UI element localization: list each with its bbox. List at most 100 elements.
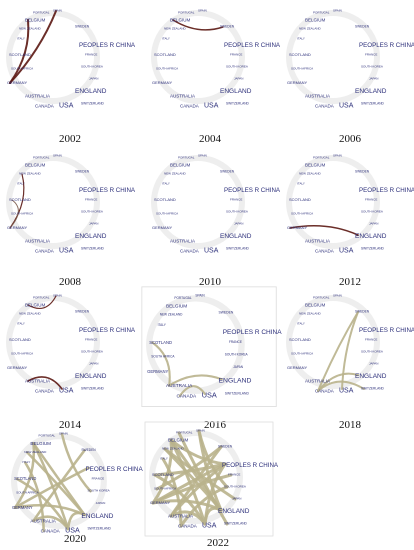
country-label: SCOTLAND bbox=[154, 197, 176, 202]
country-label: NEW ZEALAND bbox=[299, 311, 322, 315]
country-label: AUSTRALIA bbox=[30, 518, 56, 523]
country-label: BELGIUM bbox=[30, 441, 51, 446]
country-label: USA bbox=[339, 388, 354, 395]
country-label: SWITZERLAND bbox=[81, 387, 105, 391]
country-label: AUSTRALIA bbox=[170, 94, 195, 99]
country-label: SCOTLAND bbox=[9, 52, 31, 57]
background-ring bbox=[286, 295, 380, 389]
country-label: AUSTRALIA bbox=[25, 94, 50, 99]
country-label: USA bbox=[59, 248, 74, 255]
country-label: ITALY bbox=[22, 460, 30, 464]
edge bbox=[178, 385, 206, 398]
country-label: AUSTRALIA bbox=[25, 379, 50, 384]
year-label: 2004 bbox=[199, 133, 222, 145]
country-label: PEOPLES R CHINA bbox=[79, 327, 136, 334]
edge bbox=[27, 295, 57, 310]
country-label: ENGLAND bbox=[220, 233, 252, 240]
country-label: SPAIN bbox=[333, 293, 342, 297]
country-label: SCOTLAND bbox=[14, 476, 36, 481]
country-label: BELGIUM bbox=[166, 303, 187, 309]
country-label: SPAIN bbox=[53, 293, 62, 297]
background-ring bbox=[149, 430, 243, 524]
country-label: AUSTRALIA bbox=[25, 239, 50, 244]
country-label: ITALY bbox=[297, 321, 305, 325]
country-label: SPAIN bbox=[59, 432, 68, 436]
country-label: BELGIUM bbox=[170, 18, 191, 23]
edge bbox=[24, 461, 45, 533]
background-ring bbox=[6, 10, 100, 104]
year-label: 2014 bbox=[59, 419, 82, 431]
country-label: AUSTRALIA bbox=[305, 94, 330, 99]
country-label: ENGLAND bbox=[220, 88, 252, 95]
country-label: USA bbox=[202, 523, 217, 530]
country-label: SOUTH KOREA bbox=[226, 64, 248, 68]
country-label: ENGLAND bbox=[355, 88, 387, 95]
country-label: SWITZERLAND bbox=[226, 102, 250, 106]
country-label: FRANCE bbox=[365, 337, 377, 341]
country-label: BELGIUM bbox=[305, 18, 326, 23]
country-label: USA bbox=[339, 248, 354, 255]
country-label: SOUTH KOREA bbox=[81, 209, 103, 213]
country-label: SOUTH KOREA bbox=[81, 64, 103, 68]
background-ring bbox=[6, 295, 100, 389]
country-label: ENGLAND bbox=[75, 233, 107, 240]
country-label: CANADA bbox=[315, 249, 334, 254]
country-label: AUSTRALIA bbox=[305, 379, 330, 384]
country-label: ITALY bbox=[297, 181, 305, 185]
country-label: ITALY bbox=[160, 456, 168, 460]
country-label: SWITZERLAND bbox=[88, 527, 112, 531]
country-label: PORTUGAL bbox=[313, 155, 330, 159]
country-label: SOUTH AFRICA bbox=[11, 211, 33, 215]
country-label: FRANCE bbox=[85, 337, 97, 341]
country-label: NEW ZEALAND bbox=[299, 171, 322, 175]
country-label: SPAIN bbox=[53, 8, 62, 12]
country-label: USA bbox=[202, 391, 217, 400]
country-label: USA bbox=[204, 103, 219, 110]
country-label: SPAIN bbox=[53, 153, 62, 157]
edge bbox=[27, 376, 63, 390]
country-label: FRANCE bbox=[228, 472, 240, 476]
country-label: ITALY bbox=[17, 36, 25, 40]
country-label: NEW ZEALAND bbox=[160, 313, 183, 317]
country-label: CANADA bbox=[35, 104, 54, 109]
country-label: SPAIN bbox=[333, 8, 342, 12]
country-label: PEOPLES R CHINA bbox=[223, 329, 283, 336]
country-label: AUSTRALIA bbox=[305, 239, 330, 244]
country-label: PEOPLES R CHINA bbox=[224, 42, 281, 49]
edge bbox=[9, 199, 19, 229]
country-label: JAPAN bbox=[234, 221, 243, 225]
country-label: SOUTH KOREA bbox=[225, 353, 249, 357]
edge bbox=[151, 473, 233, 505]
country-label: BELGIUM bbox=[25, 163, 46, 168]
country-label: NEW ZEALAND bbox=[299, 26, 322, 30]
edge bbox=[177, 431, 229, 526]
country-label: USA bbox=[204, 248, 219, 255]
country-label: FRANCE bbox=[365, 52, 377, 56]
country-label: PEOPLES R CHINA bbox=[224, 187, 281, 194]
edge bbox=[172, 19, 224, 31]
edge bbox=[26, 451, 86, 516]
background-ring bbox=[286, 10, 380, 104]
country-label: PORTUGAL bbox=[39, 434, 56, 438]
country-label: SWEDEN bbox=[220, 25, 235, 29]
edge bbox=[179, 485, 229, 528]
background-ring bbox=[146, 295, 245, 394]
country-label: USA bbox=[59, 388, 74, 395]
country-label: ITALY bbox=[17, 321, 25, 325]
country-label: JAPAN bbox=[96, 501, 106, 505]
edge bbox=[317, 311, 359, 392]
country-label: PORTUGAL bbox=[313, 10, 330, 14]
country-label: JAPAN bbox=[369, 221, 378, 225]
country-label: AUSTRALIA bbox=[170, 239, 195, 244]
country-label: SWEDEN bbox=[355, 170, 370, 174]
country-label: SOUTH AFRICA bbox=[156, 211, 178, 215]
edge bbox=[151, 341, 171, 387]
country-label: SOUTH AFRICA bbox=[156, 66, 178, 70]
year-label: 2016 bbox=[204, 419, 227, 431]
